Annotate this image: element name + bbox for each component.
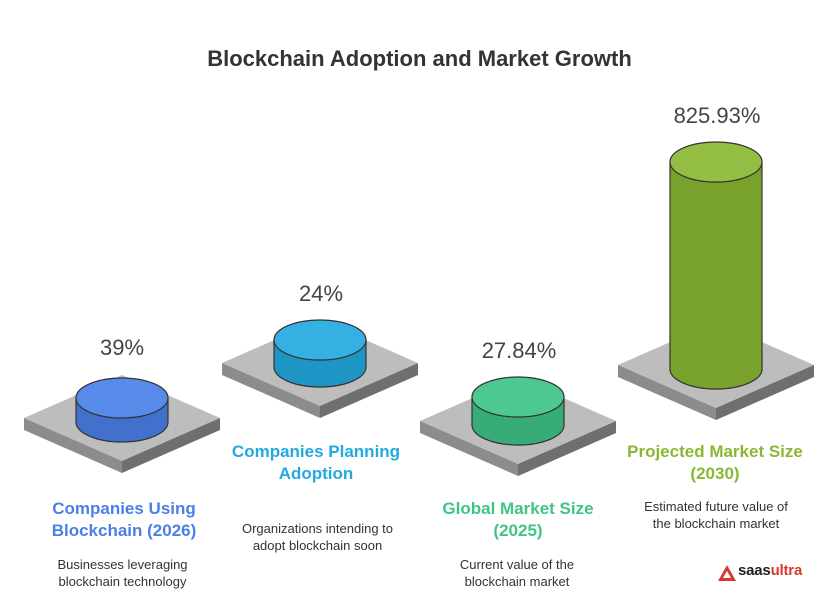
bar-body-3 [669,161,763,390]
category-label-3: Projected Market Size (2030) [627,442,803,483]
value-label-2: 27.84% [481,338,557,363]
logo-text-suffix: ultra [770,562,803,579]
bar-2 [471,376,565,418]
platform-right-3 [716,365,814,420]
bar-3 [669,141,763,183]
value-label-3: 825.93% [673,103,761,128]
category-label-1: Companies Planning Adoption [231,442,401,483]
category-label-0: Companies Using Blockchain (2026) [51,499,197,540]
platform-left-2 [420,421,518,476]
bar-0 [75,377,169,419]
logo-text: saasultra [738,562,802,579]
category-label-2: Global Market Size (2025) [442,499,594,540]
description-3: Estimated future value of the blockchain… [644,499,788,531]
bar-1 [273,319,367,361]
platform-left-1 [222,363,320,418]
logo-text-prefix: saas [738,562,771,579]
platform-right-1 [320,363,418,418]
platform-left-0 [24,418,122,473]
brand-logo: saasultra [718,562,828,584]
description-1: Organizations intending to adopt blockch… [241,521,394,553]
description-0: Businesses leveraging blockchain technol… [57,557,188,589]
description-2: Current value of the blockchain market [459,557,575,589]
platform-right-0 [122,418,220,473]
logo-mark-icon [718,565,736,581]
value-label-1: 24% [298,281,344,306]
platform-right-2 [518,421,616,476]
platform-left-3 [618,365,716,420]
value-label-0: 39% [99,335,145,360]
chart-title: Blockchain Adoption and Market Growth [207,46,632,71]
